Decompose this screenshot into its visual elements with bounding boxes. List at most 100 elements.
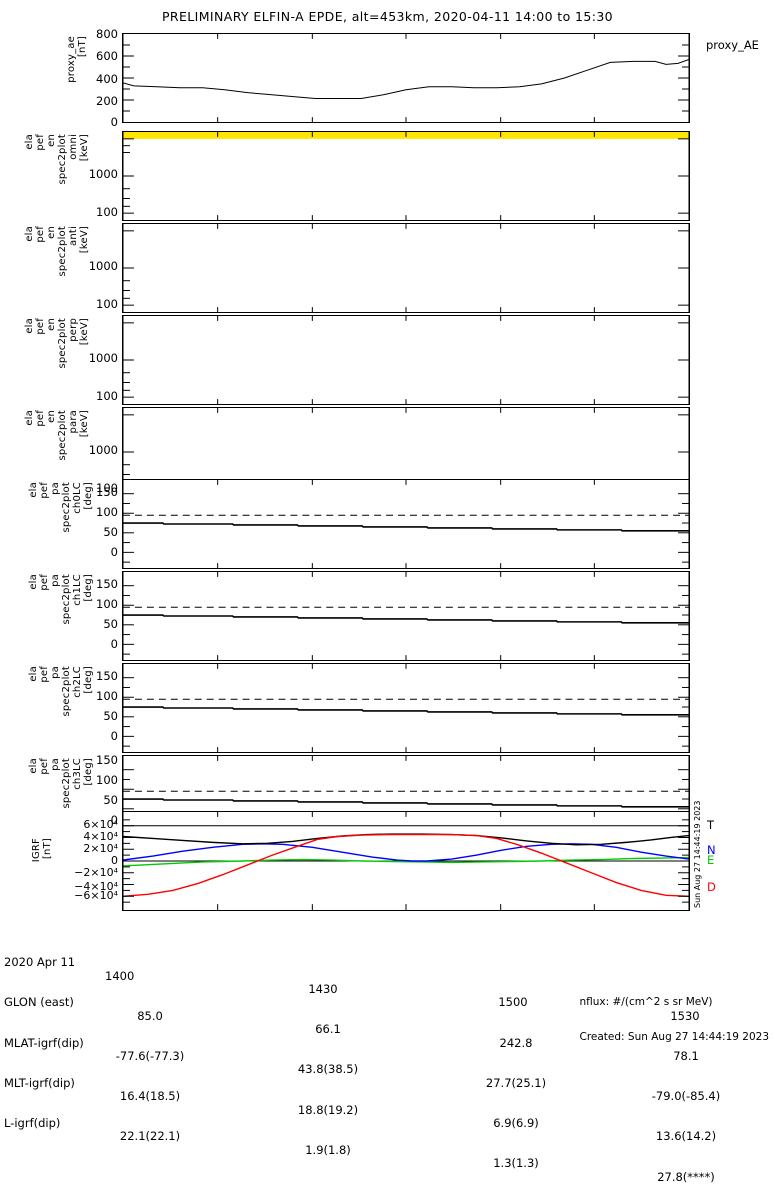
ylabel-line: spec2plot xyxy=(61,574,72,625)
ytick-pa-ch3-0: 0 xyxy=(110,813,118,827)
ylabel-line: pef xyxy=(39,666,50,683)
panel-proxy-ae[interactable] xyxy=(122,33,690,123)
ylabel-line: pa xyxy=(50,574,61,587)
ylabel-line: ela xyxy=(24,134,35,150)
xaxis-tick-value: 27.7(25.1) xyxy=(485,1075,547,1090)
ylabel-line: pef xyxy=(39,482,50,499)
ylabel-line: ela xyxy=(28,574,39,590)
ytick-igrf-p2e4: 2×10⁴ xyxy=(83,842,118,855)
xaxis-tick-value: -77.6(-77.3) xyxy=(115,1049,185,1064)
ylabel-line: pa xyxy=(50,666,61,679)
xaxis-row-lshell: L-igrf(dip) 22.1(22.1) 1.9(1.8) 1.3(1.3)… xyxy=(0,1104,775,1183)
legend-proxy-ae: proxy_AE xyxy=(706,38,759,52)
ylabel-line: [keV] xyxy=(79,226,90,254)
ylabel-line: en xyxy=(46,318,57,331)
ylabel-line: proxy_ae xyxy=(66,36,77,83)
ylabel-line: pef xyxy=(39,758,50,775)
ytick-en-para-100: 100 xyxy=(96,481,118,495)
footer-block: nflux: #/(cm^2 s sr MeV) Created: Sun Au… xyxy=(580,974,770,1066)
ylabel-line: ela xyxy=(24,318,35,334)
igrf-date-stamp: Sun Aug 27 14:44:19 2023 xyxy=(693,800,702,908)
ylabel-line: spec2plot xyxy=(61,758,72,809)
pitch-angle-line xyxy=(123,799,689,807)
ylabel-line: IGRF xyxy=(31,838,42,863)
ylabel-line: ela xyxy=(28,666,39,682)
ytick-igrf-0: 0 xyxy=(111,854,118,867)
ytick-pa-ch0-0: 0 xyxy=(110,545,118,559)
ytick-proxy-ae-0: 0 xyxy=(110,115,118,129)
ylabel-line: perp xyxy=(68,318,79,342)
igrf-legend-E: E xyxy=(707,853,715,867)
ytick-pa-ch0-50: 50 xyxy=(103,525,118,539)
pitch-angle-line xyxy=(123,707,689,715)
ylabel-line: pef xyxy=(35,318,46,335)
ytick-pa-ch2-150: 150 xyxy=(96,669,118,683)
ytick-en-omni-1000: 1000 xyxy=(88,167,118,181)
igrf-trace-E xyxy=(123,858,689,866)
xaxis-tick-value: 1500 xyxy=(498,995,528,1010)
ytick-pa-ch3-100: 100 xyxy=(96,773,118,787)
ylabel-line: spec2plot xyxy=(57,134,68,185)
ylabel-line: spec2plot xyxy=(61,482,72,533)
ytick-pa-ch2-100: 100 xyxy=(96,689,118,703)
ytick-pa-ch0-100: 100 xyxy=(96,505,118,519)
ylabel-line: spec2plot xyxy=(57,226,68,277)
igrf-trace-N xyxy=(123,844,689,861)
ylabel-line: ela xyxy=(24,410,35,426)
ylabel-line: anti xyxy=(68,226,79,246)
ylabel-line: pa xyxy=(50,758,61,771)
ytick-pa-ch1-100: 100 xyxy=(96,597,118,611)
ytick-en-anti-1000: 1000 xyxy=(88,259,118,273)
ylabel-line: spec2plot xyxy=(57,410,68,461)
ylabel-line: ela xyxy=(28,482,39,498)
footer-created-stamp: Created: Sun Aug 27 14:44:19 2023 xyxy=(579,1030,770,1043)
xaxis-row-label: MLAT-igrf(dip) xyxy=(4,1035,84,1050)
xaxis-row-label: GLON (east) xyxy=(4,995,74,1010)
panel-igrf-ylabel: IGRF [nT] xyxy=(31,838,53,888)
ytick-pa-ch1-0: 0 xyxy=(110,637,118,651)
xaxis-row-label: MLT-igrf(dip) xyxy=(4,1075,75,1090)
xaxis-tick-value: 1.9(1.8) xyxy=(305,1142,351,1157)
ylabel-line: pef xyxy=(35,226,46,243)
xaxis-row-label: L-igrf(dip) xyxy=(4,1116,61,1131)
xaxis-tick-value: 1.3(1.3) xyxy=(493,1156,539,1171)
panel-igrf[interactable] xyxy=(122,811,690,911)
ylabel-line: ela xyxy=(24,226,35,242)
ylabel-line: en xyxy=(46,410,57,423)
igrf-trace-D xyxy=(123,835,689,897)
ytick-igrf-m2e4: −2×10⁴ xyxy=(74,866,118,879)
ytick-en-perp-1000: 1000 xyxy=(88,351,118,365)
ylabel-line: pef xyxy=(35,410,46,427)
panel-en-anti[interactable] xyxy=(122,223,690,313)
ylabel-line: en xyxy=(46,134,57,147)
panel-en-omni[interactable] xyxy=(122,131,690,221)
ylabel-line: para xyxy=(68,410,79,434)
ytick-pa-ch2-50: 50 xyxy=(103,709,118,723)
igrf-legend-D: D xyxy=(707,880,716,894)
panel-en-perp[interactable] xyxy=(122,315,690,405)
ytick-en-anti-100: 100 xyxy=(96,297,118,311)
footer-nflux-units: nflux: #/(cm^2 s sr MeV) xyxy=(579,996,713,1008)
ylabel-line: [keV] xyxy=(79,134,90,162)
ytick-proxy-ae-200: 200 xyxy=(96,94,118,108)
ylabel-line: en xyxy=(46,226,57,239)
ytick-proxy-ae-800: 800 xyxy=(96,27,118,41)
ytick-en-omni-100: 100 xyxy=(96,205,118,219)
xaxis-row-label: 2020 Apr 11 xyxy=(4,955,76,970)
panel-pa-ch2lc[interactable] xyxy=(122,663,690,753)
plot-root: PRELIMINARY ELFIN-A EPDE, alt=453km, 202… xyxy=(0,9,775,1184)
ytick-igrf-p4e4: 4×10⁴ xyxy=(83,830,118,843)
xaxis-tick-value: 6.9(6.9) xyxy=(493,1116,539,1131)
ytick-pa-ch0-150: 150 xyxy=(96,485,118,499)
ytick-igrf-p6e4: 6×10⁴ xyxy=(83,818,118,831)
ytick-pa-ch2-0: 0 xyxy=(110,729,118,743)
ylabel-line: spec2plot xyxy=(57,318,68,369)
xaxis-tick-value: 27.8(****) xyxy=(657,1169,715,1184)
panel-pa-ch1lc[interactable] xyxy=(122,571,690,661)
ytick-proxy-ae-600: 600 xyxy=(96,49,118,63)
igrf-legend-T: T xyxy=(707,818,715,832)
ytick-igrf-m4e4: −4×10⁴ xyxy=(74,880,118,893)
xaxis-row-time: 2020 Apr 11 1400 1430 1500 1530 xyxy=(0,943,775,1022)
ylabel-line: pa xyxy=(50,482,61,495)
panel-pa-ch0lc[interactable] xyxy=(122,479,690,569)
